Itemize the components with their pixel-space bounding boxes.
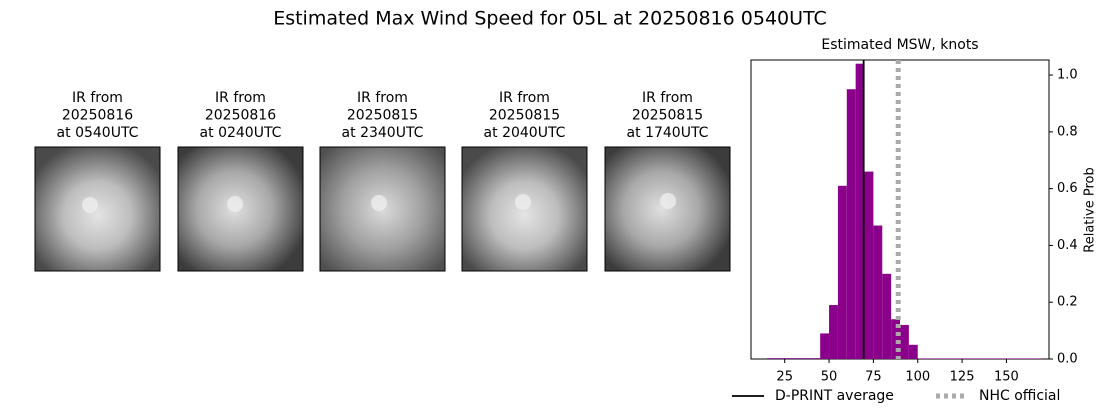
panel-title: IR from xyxy=(72,90,123,106)
storm-eye xyxy=(660,193,676,209)
panel-title: IR from xyxy=(215,90,266,106)
legend-label: NHC official xyxy=(979,388,1060,404)
bar xyxy=(1006,358,1016,359)
x-tick-label: 75 xyxy=(865,370,882,385)
bar xyxy=(900,324,909,359)
bar xyxy=(873,225,883,359)
bar xyxy=(882,273,892,359)
bar xyxy=(864,171,874,359)
panel-title: IR from xyxy=(357,90,408,106)
y-tick-label: 1.0 xyxy=(1057,68,1078,83)
bar xyxy=(935,358,945,359)
bar xyxy=(962,358,971,359)
bar xyxy=(855,63,865,360)
y-tick-label: 0.2 xyxy=(1057,295,1078,310)
storm-eye xyxy=(515,194,531,210)
bar xyxy=(908,344,918,359)
legend-label: D-PRINT average xyxy=(775,388,894,404)
panel-title: 20250815 xyxy=(632,108,703,124)
bar xyxy=(802,358,812,359)
bar xyxy=(846,89,856,359)
y-tick-label: 0.8 xyxy=(1057,124,1078,139)
bar xyxy=(811,358,821,359)
panel-title: 20250815 xyxy=(489,108,560,124)
x-tick-label: 100 xyxy=(905,370,930,385)
y-tick-label: 0.0 xyxy=(1057,352,1078,367)
storm-eye xyxy=(227,196,243,212)
bar xyxy=(997,358,1007,359)
panel-title: at 2040UTC xyxy=(484,125,566,141)
bar xyxy=(988,358,998,359)
bar xyxy=(917,358,927,359)
bar xyxy=(784,358,794,359)
bar xyxy=(820,333,830,359)
y-tick-label: 0.4 xyxy=(1057,238,1078,253)
panel-title: at 1740UTC xyxy=(627,125,709,141)
panel-title: 20250815 xyxy=(347,108,418,124)
bar xyxy=(979,358,989,359)
bar xyxy=(829,305,838,359)
bar xyxy=(775,358,785,359)
x-tick-label: 125 xyxy=(950,370,975,385)
storm-eye xyxy=(371,195,387,211)
storm-eye xyxy=(82,197,98,213)
figure-title: Estimated Max Wind Speed for 05L at 2025… xyxy=(273,8,827,30)
panel-title: IR from xyxy=(499,90,550,106)
panel-title: IR from xyxy=(642,90,693,106)
bar xyxy=(944,358,954,359)
bar xyxy=(970,358,980,359)
bar xyxy=(837,185,847,359)
panel-title: 20250816 xyxy=(62,108,133,124)
panel-title: 20250816 xyxy=(205,108,276,124)
x-tick-label: 25 xyxy=(776,370,793,385)
panel-title: at 0540UTC xyxy=(57,125,139,141)
bar xyxy=(1033,358,1042,359)
y-axis-label: Relative Prob xyxy=(1083,167,1098,252)
plot-frame xyxy=(750,59,1050,360)
bar xyxy=(793,358,803,359)
panel-title: at 0240UTC xyxy=(200,125,282,141)
bar xyxy=(953,358,963,359)
bar xyxy=(926,358,936,359)
bar xyxy=(766,358,776,359)
bar xyxy=(1024,358,1034,359)
x-tick-label: 150 xyxy=(994,370,1019,385)
bar xyxy=(1015,358,1025,359)
ir-image xyxy=(604,146,731,272)
panel-title: at 2340UTC xyxy=(342,125,424,141)
ir-image xyxy=(34,146,161,272)
y-tick-label: 0.6 xyxy=(1057,181,1078,196)
x-tick-label: 50 xyxy=(821,370,838,385)
chart-title: Estimated MSW, knots xyxy=(821,37,978,53)
bar xyxy=(891,319,900,359)
